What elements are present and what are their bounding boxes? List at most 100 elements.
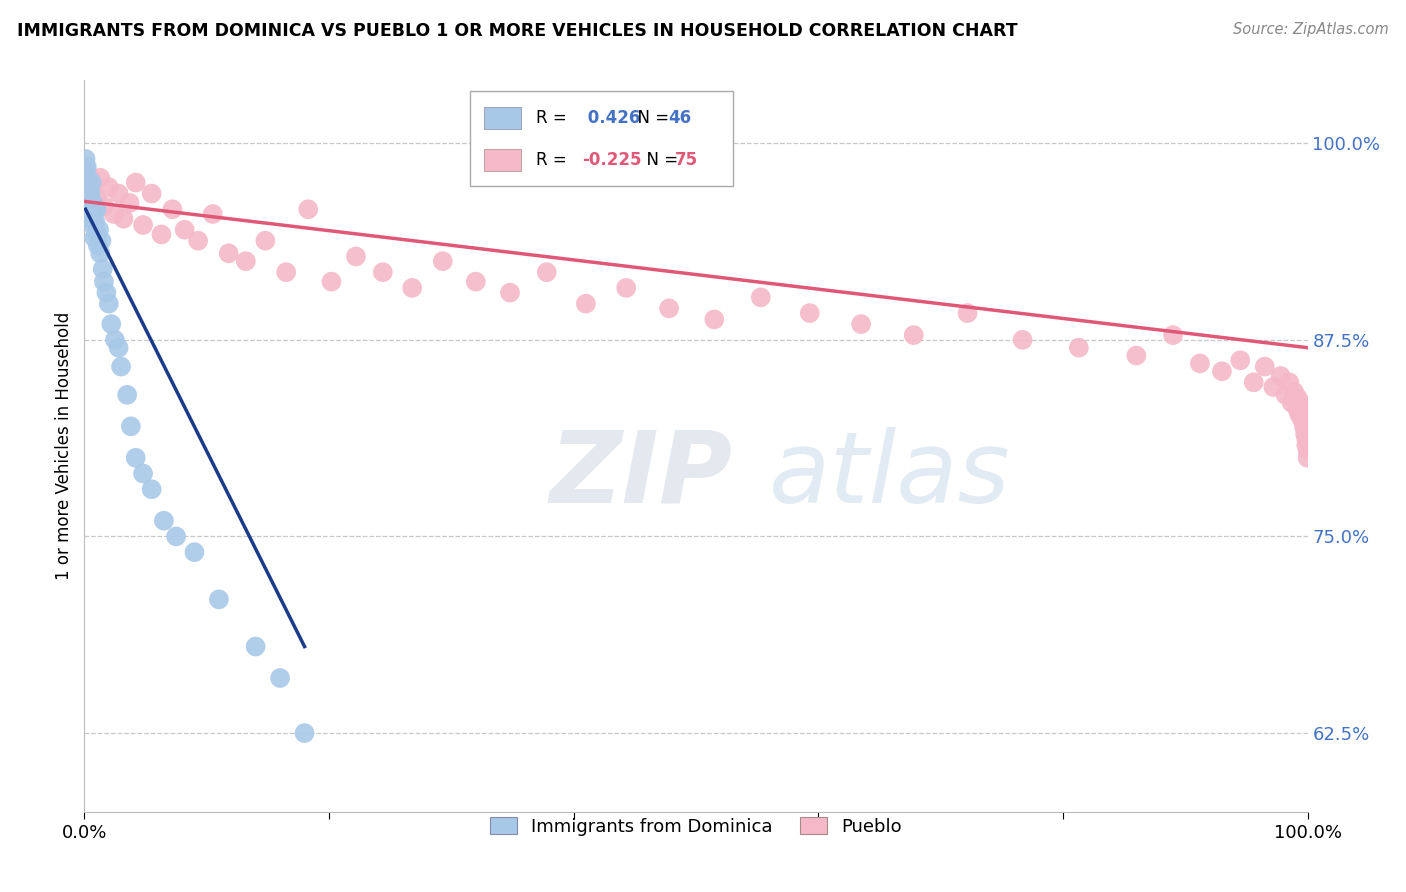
Text: N =: N = xyxy=(636,151,683,169)
Point xyxy=(1296,427,1319,442)
Point xyxy=(1288,407,1310,421)
Point xyxy=(1295,422,1317,436)
Point xyxy=(83,207,105,221)
Text: 46: 46 xyxy=(668,109,690,127)
Point xyxy=(849,317,872,331)
Point xyxy=(1188,356,1211,370)
Point xyxy=(1011,333,1033,347)
Text: -0.225: -0.225 xyxy=(582,151,641,169)
Point xyxy=(269,671,291,685)
Point xyxy=(1274,388,1296,402)
Point xyxy=(77,180,100,194)
Point xyxy=(321,275,343,289)
FancyBboxPatch shape xyxy=(484,107,522,128)
Point xyxy=(294,726,316,740)
Point xyxy=(1067,341,1090,355)
Point xyxy=(218,246,240,260)
Text: IMMIGRANTS FROM DOMINICA VS PUEBLO 1 OR MORE VEHICLES IN HOUSEHOLD CORRELATION C: IMMIGRANTS FROM DOMINICA VS PUEBLO 1 OR … xyxy=(17,22,1018,40)
Point xyxy=(254,234,277,248)
Point xyxy=(80,176,103,190)
Point xyxy=(86,227,108,242)
Point xyxy=(658,301,681,316)
Point xyxy=(1286,391,1309,405)
Point xyxy=(84,215,107,229)
Point xyxy=(1294,416,1316,430)
Point xyxy=(132,218,155,232)
Point xyxy=(86,202,108,217)
Point xyxy=(80,202,103,217)
Point xyxy=(1229,353,1251,368)
Point xyxy=(1211,364,1233,378)
Point xyxy=(1294,427,1316,442)
Point xyxy=(141,186,163,201)
FancyBboxPatch shape xyxy=(470,91,733,186)
Text: atlas: atlas xyxy=(769,426,1011,524)
Point xyxy=(83,230,105,244)
Point xyxy=(187,234,209,248)
Point xyxy=(76,164,98,178)
Point xyxy=(371,265,394,279)
Point xyxy=(464,275,486,289)
Point xyxy=(1161,328,1184,343)
Point xyxy=(165,529,187,543)
Point xyxy=(97,296,120,310)
Point xyxy=(1263,380,1285,394)
Point xyxy=(1292,401,1315,415)
Point xyxy=(1270,369,1292,384)
Point xyxy=(799,306,821,320)
Point xyxy=(1292,407,1315,421)
Point xyxy=(90,234,112,248)
Point xyxy=(432,254,454,268)
Point xyxy=(150,227,173,242)
Point xyxy=(93,199,115,213)
Point xyxy=(1284,391,1306,405)
Point xyxy=(1296,450,1319,465)
Point xyxy=(1291,411,1313,425)
Point xyxy=(1254,359,1277,374)
Point xyxy=(82,196,104,211)
Point xyxy=(107,341,129,355)
Point xyxy=(110,359,132,374)
Point xyxy=(91,262,114,277)
Point xyxy=(75,176,97,190)
Point xyxy=(77,199,100,213)
Point xyxy=(115,388,138,402)
Point xyxy=(1278,376,1301,390)
Point xyxy=(1289,396,1312,410)
Point xyxy=(401,281,423,295)
Point xyxy=(132,467,155,481)
Point xyxy=(1296,442,1319,457)
Point xyxy=(77,170,100,185)
Point xyxy=(125,176,148,190)
Point xyxy=(75,176,97,190)
Point xyxy=(201,207,224,221)
Point xyxy=(903,328,925,343)
Point xyxy=(1295,432,1317,446)
Point xyxy=(79,211,101,226)
Point xyxy=(76,176,98,190)
Point xyxy=(75,152,97,166)
Text: 0.426: 0.426 xyxy=(582,109,641,127)
Point xyxy=(183,545,205,559)
Text: R =: R = xyxy=(536,109,572,127)
Point xyxy=(1125,349,1147,363)
Point xyxy=(344,250,367,264)
Text: N =: N = xyxy=(627,109,675,127)
Point xyxy=(82,218,104,232)
Y-axis label: 1 or more Vehicles in Household: 1 or more Vehicles in Household xyxy=(55,312,73,580)
Point xyxy=(76,160,98,174)
Point xyxy=(141,482,163,496)
Point xyxy=(173,223,195,237)
Text: 75: 75 xyxy=(675,151,699,169)
Point xyxy=(75,160,97,174)
Point xyxy=(1243,376,1265,390)
Point xyxy=(703,312,725,326)
Text: R =: R = xyxy=(536,151,572,169)
Point xyxy=(112,211,135,226)
Point xyxy=(575,296,598,310)
Point xyxy=(79,170,101,185)
Point xyxy=(118,196,141,211)
Point xyxy=(107,186,129,201)
Point xyxy=(87,223,110,237)
Point xyxy=(208,592,231,607)
